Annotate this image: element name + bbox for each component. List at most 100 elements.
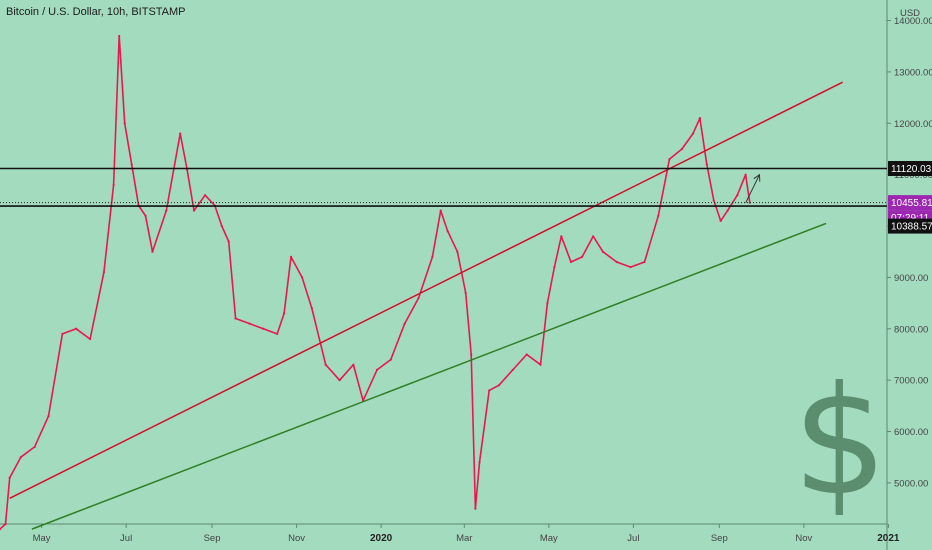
- y-tick-label: 13000.00: [894, 67, 932, 78]
- y-tick-label: 6000.00: [894, 427, 928, 438]
- price-point: [204, 194, 207, 197]
- y-tick-label: 7000.00: [894, 376, 928, 387]
- x-tick-label: Sep: [711, 533, 728, 544]
- price-point: [310, 307, 313, 310]
- green-trendline[interactable]: [31, 222, 827, 530]
- price-point: [192, 209, 196, 212]
- price-point: [657, 214, 660, 217]
- price-point: [33, 445, 36, 449]
- price-point: [4, 522, 7, 526]
- price-point: [417, 296, 420, 300]
- price-point: [88, 337, 92, 341]
- price-point: [144, 214, 147, 217]
- price-point: [719, 219, 722, 223]
- price-point: [234, 317, 237, 320]
- x-tick-label: 2021: [877, 533, 900, 544]
- price-point: [712, 199, 715, 202]
- chart-title: Bitcoin / U.S. Dollar, 10h, BITSTAMP: [6, 6, 186, 18]
- level-badge-lower-bg: [888, 218, 932, 234]
- price-point: [629, 266, 632, 269]
- price-point: [736, 194, 739, 197]
- price-point: [262, 327, 265, 330]
- price-point: [47, 415, 50, 418]
- price-scale[interactable]: [887, 0, 932, 550]
- price-point: [123, 122, 126, 125]
- price-point: [553, 266, 556, 269]
- price-point: [431, 255, 434, 258]
- price-point: [705, 163, 708, 166]
- x-tick-label: Nov: [795, 533, 812, 544]
- price-point: [478, 461, 481, 464]
- price-point: [324, 363, 327, 366]
- price-point: [389, 358, 392, 361]
- price-point: [539, 363, 542, 366]
- x-tick-label: May: [33, 533, 51, 544]
- price-point: [748, 201, 751, 204]
- price-point: [560, 235, 563, 238]
- level-badge-upper: 11120.03: [891, 164, 932, 175]
- price-point: [439, 209, 442, 212]
- x-tick-label: 2020: [370, 533, 393, 544]
- price-point: [118, 34, 121, 38]
- price-point: [592, 235, 595, 238]
- y-tick-label: 9000.00: [894, 273, 928, 284]
- price-point: [0, 528, 2, 531]
- price-point: [511, 368, 514, 371]
- price-point: [352, 363, 355, 366]
- price-point: [102, 271, 106, 274]
- price-point: [464, 291, 467, 294]
- price-point: [497, 384, 501, 387]
- price-point: [248, 322, 251, 325]
- x-tick-label: Sep: [204, 533, 221, 544]
- price-point: [446, 230, 449, 233]
- y-tick-label: 14000.00: [894, 16, 932, 27]
- level-badge-upper-bg: [888, 161, 932, 177]
- price-point: [726, 209, 729, 212]
- price-point: [375, 368, 379, 371]
- price-point: [8, 476, 11, 479]
- level-badge-lower: 10388.57: [891, 222, 932, 233]
- price-point: [179, 132, 182, 135]
- price-series-line: [0, 35, 751, 530]
- price-point: [525, 353, 528, 356]
- price-point: [403, 322, 406, 325]
- price-point: [569, 260, 573, 264]
- price-point: [112, 183, 115, 187]
- price-point: [283, 312, 286, 315]
- current-price-badge-bg: [888, 195, 932, 211]
- price-point: [488, 389, 491, 392]
- price-point: [130, 163, 133, 166]
- price-point: [601, 250, 604, 253]
- x-tick-label: Jul: [120, 533, 132, 544]
- price-point: [691, 132, 695, 135]
- x-tick-label: May: [540, 533, 558, 544]
- price-point: [338, 379, 341, 382]
- price-point: [151, 250, 154, 253]
- price-point: [680, 147, 683, 151]
- price-point: [470, 353, 473, 356]
- price-point: [220, 224, 223, 228]
- price-point: [456, 250, 459, 253]
- price-point: [698, 117, 701, 120]
- price-point: [165, 209, 168, 212]
- arrow-head-icon: [753, 173, 761, 182]
- dollar-sign-icon: $: [792, 355, 887, 529]
- price-point: [744, 173, 747, 176]
- x-tick-label: Jul: [627, 533, 639, 544]
- price-point: [643, 260, 646, 264]
- y-tick-label: 5000.00: [894, 478, 928, 489]
- current-price-badge: 10455.81: [891, 198, 932, 209]
- projection-arrow-line[interactable]: [745, 174, 760, 204]
- price-point: [75, 327, 78, 330]
- price-point: [546, 301, 549, 305]
- price-point: [301, 276, 304, 279]
- currency-label: USD: [900, 8, 920, 19]
- y-tick-label: 8000.00: [894, 324, 928, 335]
- x-tick-label: Mar: [456, 533, 472, 544]
- price-point: [289, 255, 293, 258]
- red-trendline[interactable]: [9, 81, 843, 499]
- price-point: [615, 260, 618, 264]
- x-tick-label: Nov: [288, 533, 305, 544]
